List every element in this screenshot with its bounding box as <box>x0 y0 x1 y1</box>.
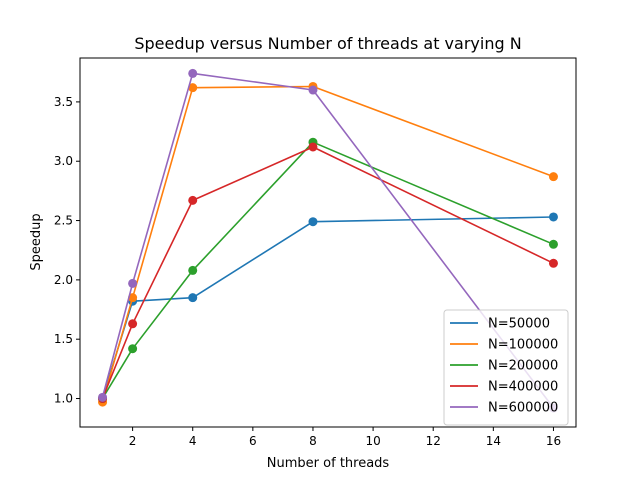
data-point <box>188 68 198 78</box>
x-tick-label: 2 <box>129 434 137 448</box>
y-tick-label: 1.0 <box>54 392 73 406</box>
legend-label: N=200000 <box>488 359 558 374</box>
legend-item: N=200000 <box>450 359 558 374</box>
legend-label: N=600000 <box>488 401 558 416</box>
data-point <box>188 195 198 205</box>
y-tick-label: 3.5 <box>54 95 73 109</box>
x-axis: 2 4 6 8 10 12 14 16 <box>129 427 561 448</box>
legend-item: N=50000 <box>450 317 550 332</box>
data-point <box>128 319 138 329</box>
x-tick-label: 8 <box>309 434 317 448</box>
x-tick-label: 12 <box>426 434 441 448</box>
data-point <box>128 278 138 288</box>
x-tick-label: 14 <box>486 434 501 448</box>
data-point <box>548 172 558 182</box>
x-tick-label: 4 <box>189 434 197 448</box>
legend: N=50000 N=100000 N=200000 N=400000 N=600000 <box>443 309 569 426</box>
data-point <box>98 392 108 402</box>
y-tick-label: 1.5 <box>54 332 73 346</box>
data-point <box>188 265 198 275</box>
data-point <box>308 85 318 95</box>
y-axis: 1.0 1.5 2.0 2.5 3.0 3.5 <box>54 95 80 406</box>
y-tick-label: 2.5 <box>54 214 73 228</box>
data-point <box>188 293 198 303</box>
legend-label: N=50000 <box>488 317 550 332</box>
x-tick-label: 6 <box>249 434 257 448</box>
y-tick-label: 2.0 <box>54 273 73 287</box>
data-point <box>128 293 138 303</box>
data-point <box>548 239 558 249</box>
x-tick-label: 16 <box>546 434 561 448</box>
data-point <box>308 142 318 152</box>
plot-frame <box>79 57 577 428</box>
x-axis-label: Number of threads <box>267 456 390 471</box>
legend-item: N=600000 <box>450 401 558 416</box>
y-tick-label: 3.0 <box>54 154 73 168</box>
data-point <box>548 258 558 268</box>
data-point <box>548 212 558 222</box>
legend-box <box>443 309 569 426</box>
legend-label: N=400000 <box>488 380 558 395</box>
data-point <box>128 344 138 354</box>
legend-item: N=400000 <box>450 380 558 395</box>
x-tick-label: 10 <box>365 434 380 448</box>
y-axis-label: Speedup <box>29 213 44 270</box>
data-point <box>308 217 318 227</box>
legend-item: N=100000 <box>450 338 558 353</box>
legend-label: N=100000 <box>488 338 558 353</box>
plot-area <box>98 68 558 413</box>
chart-title: Speedup versus Number of threads at vary… <box>134 34 521 53</box>
data-point <box>188 83 198 93</box>
